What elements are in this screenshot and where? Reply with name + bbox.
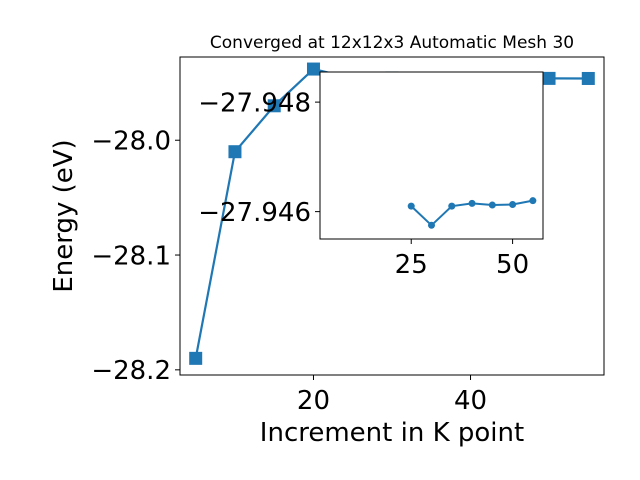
- data-point: [529, 197, 537, 205]
- inset-plot-frame: [319, 71, 544, 240]
- data-point: [509, 201, 517, 209]
- inset-x-ticks: 25 50: [395, 239, 529, 280]
- x-tick-label: 25: [395, 250, 428, 280]
- x-tick-label: 50: [496, 250, 529, 280]
- y-tick-label: −28.2: [91, 356, 171, 386]
- data-point: [542, 71, 556, 85]
- y-tick-label: −27.946: [198, 198, 311, 228]
- inset-y-ticks: −27.948 −27.946: [198, 88, 320, 228]
- main-y-ticks: −28.0 −28.1 −28.2: [91, 127, 180, 386]
- x-tick-label: 20: [297, 386, 330, 416]
- inset-background: [320, 72, 543, 239]
- x-tick-label: 40: [454, 386, 487, 416]
- y-axis-label: Energy (eV): [49, 139, 79, 292]
- y-tick-label: −27.948: [198, 88, 311, 118]
- y-tick-label: −28.1: [91, 241, 171, 271]
- main-x-ticks: 20 40: [297, 375, 487, 416]
- data-point: [581, 71, 595, 85]
- data-point: [189, 351, 203, 365]
- data-point: [267, 99, 281, 113]
- data-point: [448, 202, 456, 210]
- chart-title: Converged at 12x12x3 Automatic Mesh 30: [210, 33, 574, 53]
- data-point: [407, 202, 415, 210]
- inset-axes: 25 50 −27.948 −27.946: [198, 71, 544, 280]
- inset-series: [407, 197, 537, 229]
- data-point: [428, 221, 435, 229]
- data-point: [468, 199, 476, 207]
- main-plot-frame: [179, 56, 605, 376]
- data-point: [228, 145, 242, 159]
- x-axis-label: Increment in K point: [260, 418, 524, 448]
- y-tick-label: −28.0: [91, 127, 171, 157]
- data-point: [306, 62, 320, 76]
- data-point: [488, 201, 496, 209]
